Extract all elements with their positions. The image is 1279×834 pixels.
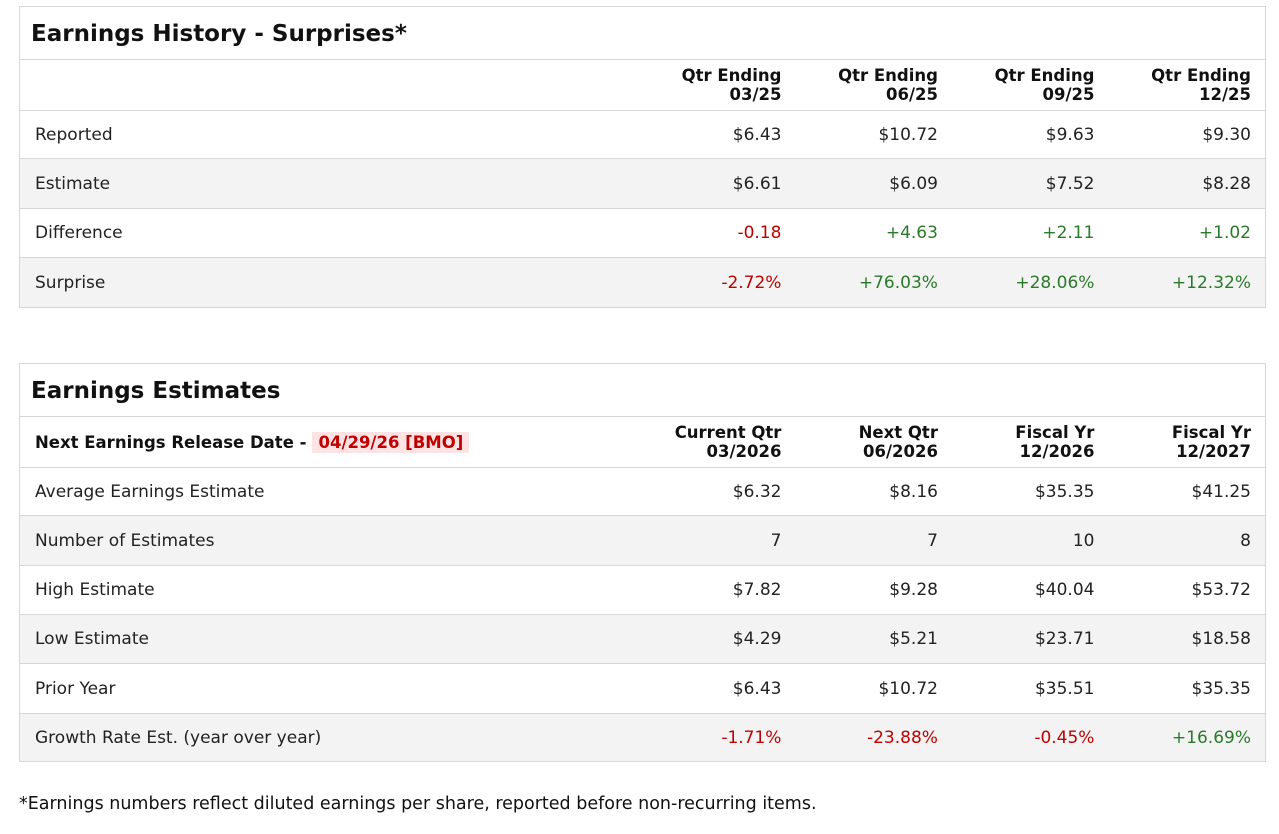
table-row: Number of Estimates 7 7 10 8 bbox=[20, 515, 1265, 566]
cell-value: $35.35 bbox=[951, 467, 1109, 516]
table-header-row: Qtr Ending 03/25 Qtr Ending 06/25 Qtr Endi… bbox=[20, 60, 1265, 111]
column-header-line1: Current Qtr bbox=[674, 423, 782, 442]
cell-value: +76.03% bbox=[795, 257, 952, 307]
cell-value: $9.63 bbox=[951, 110, 1109, 159]
column-header-line1: Fiscal Yr bbox=[1171, 423, 1251, 442]
column-header-line1: Qtr Ending bbox=[681, 66, 782, 85]
cell-value: $18.58 bbox=[1108, 614, 1265, 664]
cell-value: $5.21 bbox=[795, 614, 952, 664]
cell-value: $10.72 bbox=[795, 663, 952, 714]
cell-value: +2.11 bbox=[951, 208, 1109, 258]
table-header-row: Next Earnings Release Date -04/29/26 [BM… bbox=[20, 417, 1265, 468]
cell-value: $9.30 bbox=[1108, 110, 1265, 159]
earnings-history-rows: Reported $6.43 $10.72 $9.63 $9.30 Estimate $6.… bbox=[20, 110, 1265, 307]
column-header-line1: Next Qtr bbox=[858, 423, 938, 442]
table-row: Low Estimate $4.29 $5.21 $23.71 $18.58 bbox=[20, 614, 1265, 664]
column-header-line1: Fiscal Yr bbox=[1015, 423, 1095, 442]
cell-value: $7.52 bbox=[951, 158, 1109, 209]
footnote: *Earnings numbers reflect diluted earnin… bbox=[19, 794, 817, 814]
row-label: Reported bbox=[20, 110, 639, 159]
table-row: High Estimate $7.82 $9.28 $40.04 $53.72 bbox=[20, 565, 1265, 615]
cell-value: -23.88% bbox=[795, 713, 952, 761]
cell-value: $40.04 bbox=[951, 565, 1109, 615]
cell-value: +1.02 bbox=[1108, 208, 1265, 258]
cell-value: $6.61 bbox=[638, 158, 796, 209]
column-header-line2: 12/2026 bbox=[1019, 442, 1095, 461]
column-header-line1: Qtr Ending bbox=[1151, 66, 1251, 85]
earnings-estimates-rows: Average Earnings Estimate $6.32 $8.16 $35.3… bbox=[20, 467, 1265, 761]
column-header: Qtr Ending 09/25 bbox=[951, 60, 1109, 111]
cell-value: $6.09 bbox=[795, 158, 952, 209]
row-label: Estimate bbox=[20, 158, 639, 209]
table-row: Difference -0.18 +4.63 +2.11 +1.02 bbox=[20, 208, 1265, 258]
table-row: Reported $6.43 $10.72 $9.63 $9.30 bbox=[20, 110, 1265, 159]
cell-value: $8.16 bbox=[795, 467, 952, 516]
cell-value: 8 bbox=[1108, 515, 1265, 566]
column-header: Qtr Ending 12/25 bbox=[1108, 60, 1265, 111]
column-header-line2: 03/25 bbox=[729, 85, 782, 104]
column-header: Qtr Ending 03/25 bbox=[638, 60, 796, 111]
cell-value: -1.71% bbox=[638, 713, 796, 761]
column-header: Fiscal Yr 12/2026 bbox=[951, 417, 1109, 468]
cell-value: $9.28 bbox=[795, 565, 952, 615]
earnings-estimates-title: Earnings Estimates bbox=[20, 364, 1265, 417]
column-header-line2: 12/25 bbox=[1199, 85, 1251, 104]
column-header-line1: Qtr Ending bbox=[838, 66, 938, 85]
cell-value: $7.82 bbox=[638, 565, 796, 615]
table-row: Estimate $6.61 $6.09 $7.52 $8.28 bbox=[20, 158, 1265, 209]
column-header-line2: 06/25 bbox=[886, 85, 938, 104]
earnings-estimates-panel: Earnings Estimates Next Earnings Release… bbox=[19, 363, 1266, 762]
cell-value: $6.43 bbox=[638, 110, 796, 159]
row-label: Number of Estimates bbox=[20, 515, 639, 566]
cell-value: 7 bbox=[795, 515, 952, 566]
cell-value: $53.72 bbox=[1108, 565, 1265, 615]
cell-value: +4.63 bbox=[795, 208, 952, 258]
column-header-line2: 12/2027 bbox=[1176, 442, 1251, 461]
cell-value: $35.35 bbox=[1108, 663, 1265, 714]
release-date-label: Next Earnings Release Date - bbox=[35, 432, 307, 452]
column-header: Next Qtr 06/2026 bbox=[795, 417, 952, 468]
cell-value: $6.32 bbox=[638, 467, 796, 516]
cell-value: $41.25 bbox=[1108, 467, 1265, 516]
earnings-history-title: Earnings History - Surprises* bbox=[20, 7, 1265, 60]
cell-value: 10 bbox=[951, 515, 1109, 566]
cell-value: -2.72% bbox=[638, 257, 796, 307]
table-row: Average Earnings Estimate $6.32 $8.16 $35.3… bbox=[20, 467, 1265, 516]
column-header-line2: 09/25 bbox=[1042, 85, 1095, 104]
earnings-estimates-table: Next Earnings Release Date -04/29/26 [BM… bbox=[20, 417, 1265, 761]
row-label: Prior Year bbox=[20, 663, 639, 714]
cell-value: -0.18 bbox=[638, 208, 796, 258]
earnings-history-table: Qtr Ending 03/25 Qtr Ending 06/25 Qtr Endi… bbox=[20, 60, 1265, 307]
cell-value: -0.45% bbox=[951, 713, 1109, 761]
column-header: Current Qtr 03/2026 bbox=[638, 417, 796, 468]
column-header-line1: Qtr Ending bbox=[994, 66, 1095, 85]
cell-value: +28.06% bbox=[951, 257, 1109, 307]
column-header-line2: 06/2026 bbox=[863, 442, 938, 461]
table-row: Growth Rate Est. (year over year) -1.71% -… bbox=[20, 713, 1265, 761]
column-header: Fiscal Yr 12/2027 bbox=[1108, 417, 1265, 468]
cell-value: 7 bbox=[638, 515, 796, 566]
release-date-header: Next Earnings Release Date -04/29/26 [BM… bbox=[20, 417, 639, 468]
row-label: Average Earnings Estimate bbox=[20, 467, 639, 516]
cell-value: $23.71 bbox=[951, 614, 1109, 664]
row-label: High Estimate bbox=[20, 565, 639, 615]
table-row: Prior Year $6.43 $10.72 $35.51 $35.35 bbox=[20, 663, 1265, 714]
row-label: Growth Rate Est. (year over year) bbox=[20, 713, 639, 761]
earnings-history-panel: Earnings History - Surprises* Qtr Ending… bbox=[19, 6, 1266, 308]
cell-value: +16.69% bbox=[1108, 713, 1265, 761]
cell-value: +12.32% bbox=[1108, 257, 1265, 307]
cell-value: $8.28 bbox=[1108, 158, 1265, 209]
column-header: Qtr Ending 06/25 bbox=[795, 60, 952, 111]
cell-value: $10.72 bbox=[795, 110, 952, 159]
release-date-badge: 04/29/26 [BMO] bbox=[312, 431, 470, 453]
table-row: Surprise -2.72% +76.03% +28.06% +12.32% bbox=[20, 257, 1265, 307]
row-label: Low Estimate bbox=[20, 614, 639, 664]
header-blank bbox=[20, 60, 639, 111]
cell-value: $6.43 bbox=[638, 663, 796, 714]
cell-value: $35.51 bbox=[951, 663, 1109, 714]
cell-value: $4.29 bbox=[638, 614, 796, 664]
row-label: Surprise bbox=[20, 257, 639, 307]
row-label: Difference bbox=[20, 208, 639, 258]
column-header-line2: 03/2026 bbox=[706, 442, 782, 461]
